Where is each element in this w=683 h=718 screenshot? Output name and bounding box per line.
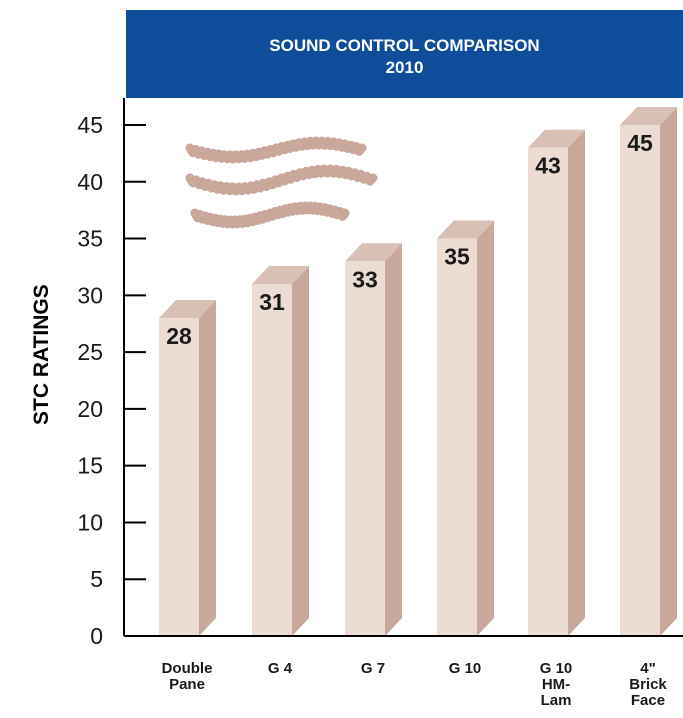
sound-waves-icon: [185, 136, 378, 229]
bar-top: [345, 243, 402, 262]
value-label: 31: [259, 289, 285, 315]
bar: [252, 265, 309, 636]
y-tick-label: 35: [77, 226, 103, 252]
y-tick-label: 30: [77, 282, 103, 308]
bar: [159, 300, 216, 636]
bar-front: [252, 283, 292, 636]
x-tick-label: HM-: [542, 676, 570, 693]
y-tick-label: 45: [77, 112, 103, 138]
bar-top: [528, 129, 585, 148]
value-label: 43: [535, 153, 561, 179]
chart-title-banner: SOUND CONTROL COMPARISON 2010: [126, 10, 683, 98]
value-label: 28: [166, 323, 192, 349]
sound-wave-3: [190, 201, 350, 229]
y-tick-label: 5: [90, 566, 103, 592]
x-tick-label: Double: [162, 660, 213, 677]
bar-side: [477, 220, 494, 637]
sound-wave-1: [185, 136, 367, 164]
y-axis: 0 5 10 15 20 25 30 35 40 45: [77, 98, 683, 649]
x-tick-label: 4": [640, 660, 655, 677]
y-tick-label: 0: [90, 623, 103, 649]
x-tick-label: G 10: [449, 660, 482, 677]
bar-side: [199, 300, 216, 636]
x-tick-label: G 7: [361, 660, 385, 677]
bar: [437, 220, 494, 637]
value-label: 35: [444, 244, 470, 270]
y-tick-label: 15: [77, 453, 103, 479]
bar-side: [568, 129, 585, 636]
sound-wave-2: [185, 164, 378, 196]
bar: [345, 243, 402, 636]
bar-top: [159, 300, 216, 319]
chart-title: SOUND CONTROL COMPARISON: [269, 36, 540, 55]
x-tick-label: Pane: [169, 676, 205, 693]
bar-top: [437, 220, 494, 239]
y-tick-label: 20: [77, 396, 103, 422]
bar-side: [660, 107, 677, 636]
x-tick-label: Lam: [541, 692, 572, 709]
bar-front: [345, 261, 385, 636]
x-tick-label: G 10: [540, 660, 573, 677]
bar: [528, 129, 585, 636]
value-label: 33: [352, 266, 378, 292]
x-tick-label: G 4: [268, 660, 293, 677]
bar-front: [620, 125, 660, 636]
bar-side: [385, 243, 402, 636]
value-label: 45: [627, 130, 653, 156]
bars: [159, 107, 677, 637]
x-tick-label: Brick: [629, 676, 667, 693]
y-tick-label: 40: [77, 169, 103, 195]
bar-front: [528, 147, 568, 636]
bar-front: [159, 318, 199, 636]
bar-top: [620, 107, 677, 125]
bar-side: [292, 265, 309, 636]
bar-front: [437, 238, 477, 637]
bar: [620, 107, 677, 636]
chart-subtitle: 2010: [385, 58, 424, 77]
y-tick-label: 10: [77, 509, 103, 535]
bar-top: [252, 265, 309, 284]
x-tick-label: Face: [631, 692, 665, 709]
y-tick-label: 25: [77, 339, 103, 365]
